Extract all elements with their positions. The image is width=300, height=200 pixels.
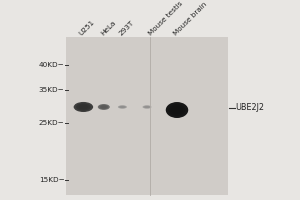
Ellipse shape bbox=[119, 106, 126, 108]
Text: 293T: 293T bbox=[118, 20, 135, 37]
Text: 15KD−: 15KD− bbox=[39, 177, 64, 183]
Ellipse shape bbox=[142, 105, 152, 109]
Text: 40KD−: 40KD− bbox=[39, 62, 64, 68]
Ellipse shape bbox=[171, 106, 183, 114]
Bar bbox=[66, 37, 228, 195]
Text: 35KD−: 35KD− bbox=[39, 87, 64, 93]
Ellipse shape bbox=[79, 104, 88, 110]
Ellipse shape bbox=[76, 103, 91, 111]
Text: Mouse brain: Mouse brain bbox=[173, 1, 208, 37]
Ellipse shape bbox=[166, 102, 188, 118]
Ellipse shape bbox=[169, 104, 185, 116]
Ellipse shape bbox=[145, 106, 149, 108]
Ellipse shape bbox=[99, 105, 108, 109]
Text: U251: U251 bbox=[78, 19, 96, 37]
Ellipse shape bbox=[118, 105, 127, 109]
Text: 25KD−: 25KD− bbox=[39, 120, 64, 126]
Text: UBE2J2: UBE2J2 bbox=[236, 103, 265, 112]
Ellipse shape bbox=[120, 106, 125, 108]
Ellipse shape bbox=[101, 106, 107, 108]
Text: HeLa: HeLa bbox=[99, 20, 116, 37]
Ellipse shape bbox=[144, 106, 150, 108]
Ellipse shape bbox=[74, 102, 93, 112]
Text: Mouse testis: Mouse testis bbox=[147, 0, 184, 37]
Ellipse shape bbox=[98, 104, 110, 110]
